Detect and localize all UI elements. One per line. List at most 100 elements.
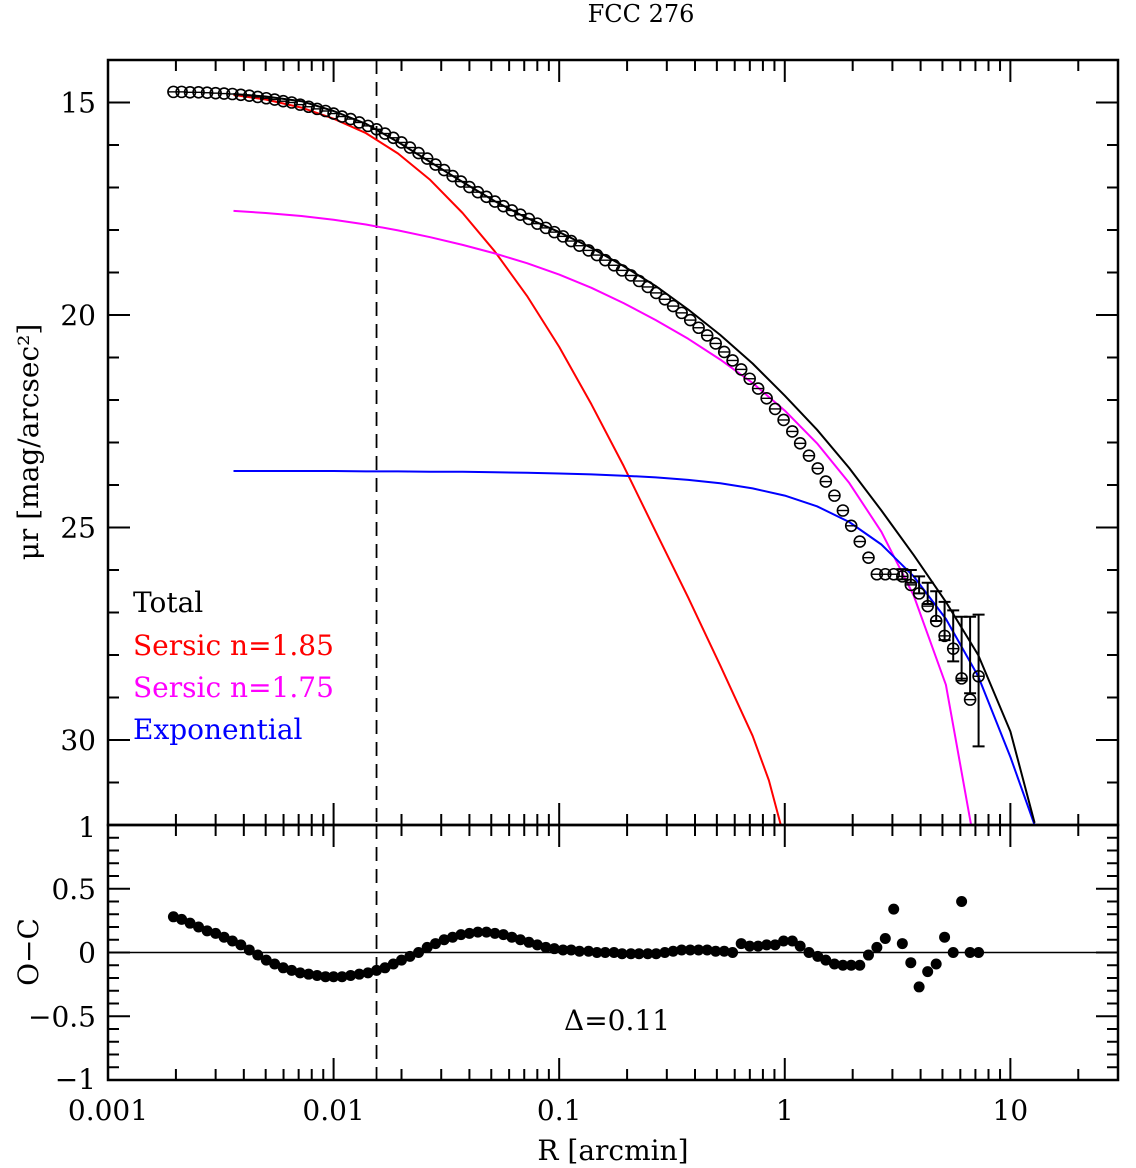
residual-point — [336, 971, 348, 983]
x-tick-labels: 0.001 0.01 0.1 1 10 — [68, 1094, 1028, 1127]
x-tick-label: 0.01 — [302, 1094, 364, 1127]
residual-point — [684, 944, 696, 956]
residual-point — [761, 939, 773, 951]
residual-point — [345, 969, 357, 981]
residual-point — [633, 948, 645, 960]
x-tick-label: 10 — [993, 1094, 1029, 1127]
top-y-axis-label: μr [mag/arcsec²] — [12, 324, 45, 561]
residual-point — [379, 962, 391, 974]
y-tick-label: 15 — [60, 87, 96, 120]
residual-point — [820, 954, 832, 966]
x-tick-label: 1 — [776, 1094, 794, 1127]
residual-point — [480, 926, 492, 938]
residual-point — [794, 940, 806, 952]
observed-points — [167, 85, 985, 706]
residual-point — [514, 934, 526, 946]
residual-point — [277, 962, 289, 974]
residual-point — [667, 945, 679, 957]
residual-point — [362, 967, 374, 979]
x-tick-label: 0.1 — [537, 1094, 582, 1127]
curve-exponential — [233, 470, 1036, 825]
top-y-tick-labels: 15 20 25 30 — [60, 87, 96, 758]
residual-point — [888, 903, 900, 915]
residual-point — [913, 981, 925, 993]
top-panel-ticks — [107, 59, 1119, 826]
residual-point — [540, 941, 552, 953]
residual-annotation: Δ=0.11 — [564, 1004, 670, 1037]
residual-point — [430, 938, 442, 950]
residual-point — [693, 944, 705, 956]
residual-point — [922, 966, 934, 978]
residual-point — [642, 948, 654, 960]
bottom-panel-frame — [106, 823, 1120, 1082]
residual-point — [506, 931, 518, 943]
bottom-y-axis-label: O−C — [12, 918, 45, 986]
residual-point — [303, 968, 315, 980]
bottom-y-tick-labels: −1 −0.5 0 0.5 1 — [28, 811, 96, 1096]
residual-point — [413, 947, 425, 958]
residual-point — [472, 926, 484, 938]
residual-point — [837, 959, 849, 971]
residual-point — [701, 944, 713, 956]
curve-sersic-n-1-75 — [233, 209, 973, 825]
residual-point — [650, 948, 662, 960]
residual-point — [226, 935, 238, 947]
residual-point — [939, 931, 951, 943]
x-tick-label: 0.001 — [68, 1094, 148, 1127]
legend: Total Sersic n=1.85 Sersic n=1.75 Expone… — [133, 586, 334, 746]
top-panel-frame — [106, 58, 1120, 827]
residual-point — [752, 940, 764, 952]
residual-point — [371, 964, 383, 976]
residual-point — [260, 954, 272, 966]
residual-point — [447, 931, 459, 943]
residual-point — [659, 947, 671, 958]
legend-item-sersic-2: Sersic n=1.75 — [133, 671, 334, 704]
residual-point — [489, 927, 501, 939]
residual-point — [565, 944, 577, 956]
residual-point — [676, 944, 688, 956]
residual-point — [583, 945, 595, 957]
residual-point — [184, 917, 196, 929]
residual-point — [896, 938, 908, 950]
residual-point — [591, 947, 603, 958]
residual-point — [421, 941, 433, 953]
residual-point — [710, 945, 722, 957]
legend-item-total: Total — [133, 586, 203, 619]
residual-point — [328, 971, 340, 983]
residual-point — [404, 950, 416, 962]
residual-point — [862, 949, 874, 961]
residual-point — [625, 948, 637, 960]
residual-point — [548, 943, 560, 955]
residual-point — [235, 939, 247, 951]
residual-point — [455, 929, 467, 941]
residual-point — [201, 925, 213, 937]
residual-point — [778, 935, 790, 947]
residual-point — [353, 968, 365, 980]
curve-sersic-n-1-85 — [233, 93, 782, 825]
residual-point — [727, 947, 739, 958]
y-tick-label: 0 — [78, 937, 96, 970]
residual-point — [828, 958, 840, 970]
y-tick-label: −0.5 — [28, 1000, 96, 1033]
y-tick-label: 1 — [78, 811, 96, 844]
residual-point — [286, 964, 298, 976]
residual-point — [871, 941, 883, 953]
residual-point — [396, 954, 408, 966]
residual-point — [608, 947, 620, 958]
residual-point — [599, 947, 611, 958]
y-tick-label: 30 — [60, 724, 96, 757]
residual-point — [294, 967, 306, 979]
residual-point — [947, 947, 959, 958]
residual-point — [531, 939, 543, 951]
residual-point — [905, 957, 917, 969]
residual-point — [616, 948, 628, 960]
residual-point — [387, 958, 399, 970]
y-tick-label: −1 — [55, 1063, 96, 1096]
residual-point — [735, 938, 747, 950]
residual-point — [930, 958, 942, 970]
curve-total — [233, 93, 1036, 824]
y-tick-label: 0.5 — [51, 873, 96, 906]
y-tick-label: 25 — [60, 512, 96, 545]
residual-point — [573, 945, 585, 957]
